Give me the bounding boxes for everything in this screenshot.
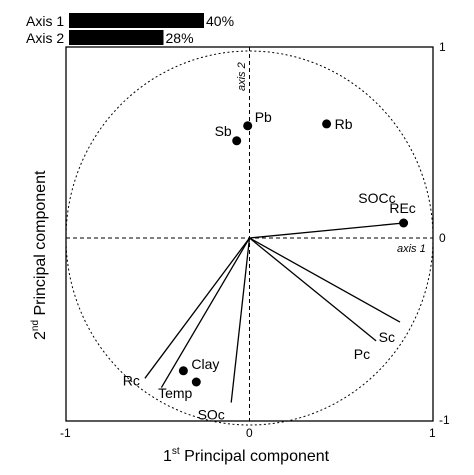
loading-vectors [144,222,404,403]
label-pc: Pc [354,346,370,362]
variance-axis1-value: 40% [206,13,234,29]
explained-variance: Axis 1 40% Axis 2 28% [26,13,234,46]
label-temp: Temp [158,385,192,401]
label-sb: Sb [215,123,232,139]
x-tick-label: 1 [429,426,436,440]
label-sc: Sc [379,329,395,345]
y-tick-label: 0 [439,231,446,245]
variance-bar-axis1 [69,13,204,28]
point-sb [232,136,242,146]
label-rb: Rb [335,116,353,132]
x-axis-title-sup: st [172,446,180,457]
x-ticks: -1 0 1 [60,426,436,440]
y-tick-label: -1 [439,413,450,427]
variance-bar-axis2 [69,30,164,45]
variance-axis2-name: Axis 2 [26,30,64,46]
vector-soc [230,237,251,403]
vector-rec [249,222,404,239]
label-soc: SOc [198,407,225,423]
variance-axis2-value: 28% [166,30,194,46]
vector-sc [249,237,401,323]
y-axis-title-sup: nd [30,320,41,331]
vector-pc [249,237,377,342]
y-tick-label: 1 [439,40,446,54]
x-tick-label: -1 [60,426,71,440]
label-pb: Pb [255,109,272,125]
x-axis-title-main: 1 [163,448,172,465]
axis1-inplot-label: axis 1 [397,243,426,255]
variance-axis1-name: Axis 1 [26,13,64,29]
label-rc: Rc [123,372,140,388]
point-pb [243,121,253,131]
axis2-inplot-label: axis 2 [236,62,248,91]
x-axis-title-rest: Principal component [180,448,330,465]
label-rec: REc [389,200,415,216]
vector-rc [144,237,251,379]
label-clay: Clay [191,356,219,372]
y-ticks-right: 1 0 -1 [439,40,450,427]
point-temp [191,377,201,387]
point-clay [178,366,188,376]
y-axis-title-main: 2 [32,331,49,340]
x-axis-title: 1st Principal component [163,446,330,465]
point-rb [322,119,332,129]
score-points [178,119,409,387]
label-socc: SOCc [358,190,395,206]
y-axis-title-rest: Principal component [32,170,49,320]
point-rec [399,218,409,228]
vector-temp [160,237,251,388]
x-tick-label: 0 [246,426,253,440]
y-axis-title: 2nd Principal component [30,170,49,340]
